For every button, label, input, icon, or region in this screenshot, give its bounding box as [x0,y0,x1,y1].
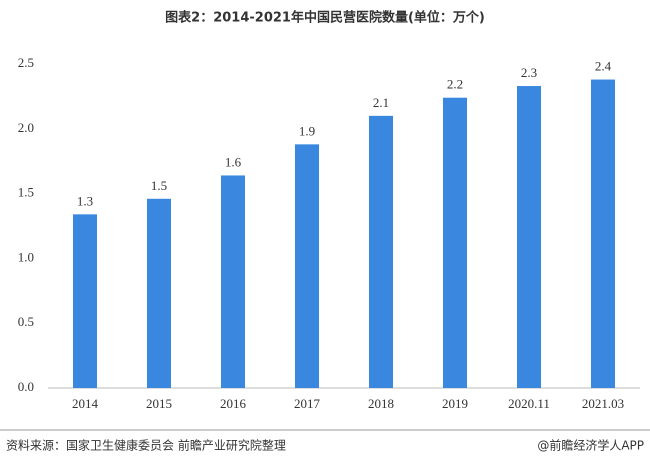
data-label: 2.2 [447,77,463,92]
source: 资料来源：国家卫生健康委员会 前瞻产业研究院整理 [6,438,286,453]
y-tick-label: 1.0 [18,249,34,264]
data-label: 2.3 [521,65,537,80]
data-label: 2.1 [373,95,389,110]
x-tick-label: 2019 [442,396,468,411]
chart-title: 图表2：2014-2021年中国民营医院数量(单位：万个) [165,10,485,26]
y-tick-label: 2.0 [18,120,34,135]
x-tick-label: 2020.11 [508,396,550,411]
y-tick-label: 1.5 [18,185,34,200]
bar [147,198,171,388]
bar [591,79,615,388]
credit: @前瞻经济学人APP [537,438,644,453]
x-tick-label: 2017 [294,396,321,411]
bar [517,86,541,389]
x-tick-label: 2021.03 [582,396,624,411]
data-label: 2.4 [595,59,612,74]
y-tick-label: 0.0 [18,379,34,394]
x-tick-label: 2016 [220,396,247,411]
data-label: 1.6 [225,154,242,169]
bar [369,115,393,388]
x-tick-label: 2015 [146,396,172,411]
bar [295,144,319,388]
bar [73,214,97,388]
bar [443,97,467,389]
x-tick-label: 2014 [72,396,99,411]
y-tick-label: 0.5 [18,314,34,329]
x-tick-label: 2018 [368,396,394,411]
data-label: 1.3 [77,193,93,208]
data-label: 1.9 [299,123,315,138]
bar [221,175,245,388]
data-label: 1.5 [151,178,167,193]
y-tick-label: 2.5 [18,55,34,70]
